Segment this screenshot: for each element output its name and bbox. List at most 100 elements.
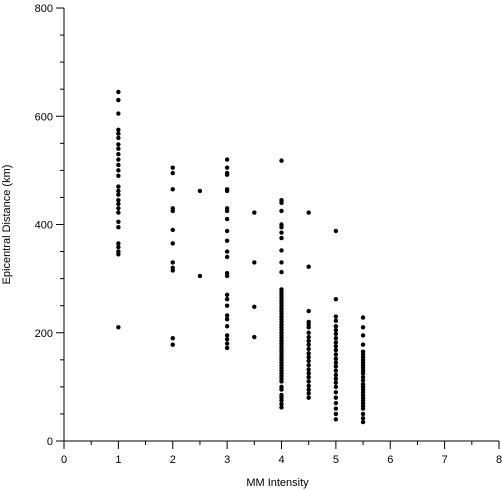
data-point bbox=[360, 315, 366, 320]
data-point bbox=[333, 344, 339, 349]
data-point bbox=[333, 331, 339, 337]
data-point bbox=[333, 360, 339, 365]
data-point bbox=[306, 379, 311, 384]
data-point bbox=[224, 292, 230, 298]
data-point bbox=[360, 416, 366, 421]
data-point bbox=[333, 395, 339, 400]
data-point bbox=[224, 228, 230, 234]
data-point bbox=[116, 241, 121, 246]
data-point bbox=[224, 273, 230, 279]
data-point bbox=[279, 230, 284, 235]
data-point bbox=[224, 324, 230, 329]
data-point bbox=[224, 208, 230, 214]
data-point bbox=[116, 184, 121, 189]
data-point bbox=[116, 201, 121, 207]
data-point bbox=[170, 165, 175, 170]
data-point bbox=[333, 228, 339, 234]
data-point bbox=[306, 354, 311, 360]
data-point bbox=[333, 411, 339, 417]
data-point bbox=[170, 170, 175, 176]
data-point bbox=[306, 374, 311, 380]
data-point bbox=[306, 325, 311, 330]
data-point bbox=[306, 334, 311, 340]
y-tick-label: 200 bbox=[35, 328, 53, 340]
y-tick-label: 0 bbox=[47, 436, 53, 448]
data-point bbox=[360, 333, 366, 338]
data-point bbox=[116, 197, 121, 203]
data-point bbox=[306, 351, 311, 356]
data-point bbox=[116, 146, 121, 151]
x-tick-label: 3 bbox=[224, 454, 230, 466]
data-point bbox=[360, 378, 366, 383]
data-point bbox=[224, 238, 230, 243]
data-point bbox=[279, 158, 284, 163]
y-axis: 0 200 400 600 800 bbox=[35, 3, 64, 448]
data-point bbox=[279, 269, 284, 275]
data-point bbox=[116, 192, 121, 197]
data-point bbox=[279, 401, 284, 407]
data-point bbox=[279, 387, 284, 392]
data-point bbox=[170, 335, 175, 341]
data-point bbox=[333, 335, 339, 341]
data-point bbox=[224, 188, 230, 194]
data-point bbox=[116, 89, 121, 95]
data-point bbox=[333, 327, 339, 333]
data-point bbox=[116, 157, 121, 162]
x-tick-label: 8 bbox=[496, 454, 502, 466]
data-point bbox=[170, 268, 175, 273]
data-point bbox=[333, 417, 339, 422]
data-point bbox=[333, 340, 339, 345]
data-point bbox=[333, 390, 339, 395]
x-tick-label: 7 bbox=[442, 454, 448, 466]
x-axis-title: MM Intensity bbox=[246, 477, 309, 489]
data-point bbox=[170, 187, 175, 192]
data-point bbox=[224, 313, 230, 318]
data-point bbox=[116, 225, 121, 230]
data-point bbox=[333, 364, 339, 369]
y-tick-label: 800 bbox=[35, 3, 53, 15]
data-point bbox=[116, 219, 121, 224]
data-point bbox=[279, 200, 284, 206]
data-point bbox=[116, 162, 121, 168]
data-point bbox=[224, 254, 230, 260]
data-point bbox=[224, 165, 230, 170]
x-axis: 0 1 2 3 4 5 6 7 8 bbox=[61, 441, 502, 466]
data-point bbox=[116, 168, 121, 173]
data-point bbox=[252, 260, 257, 265]
data-point bbox=[333, 347, 339, 353]
data-point bbox=[224, 345, 230, 351]
data-point bbox=[116, 135, 121, 141]
data-point bbox=[306, 358, 311, 364]
data-point bbox=[306, 346, 311, 352]
data-point bbox=[252, 304, 257, 309]
data-point bbox=[333, 372, 339, 378]
data-point bbox=[224, 249, 230, 254]
x-tick-label: 4 bbox=[278, 454, 284, 466]
data-point bbox=[333, 376, 339, 381]
data-point bbox=[360, 371, 366, 376]
data-point bbox=[306, 363, 311, 368]
y-tick-label: 400 bbox=[35, 220, 53, 232]
data-point bbox=[116, 173, 121, 178]
x-tick-label: 6 bbox=[387, 454, 393, 466]
data-point bbox=[116, 210, 121, 215]
data-point bbox=[116, 131, 121, 136]
data-point bbox=[306, 391, 311, 396]
data-point bbox=[306, 395, 311, 400]
data-point bbox=[306, 371, 311, 376]
data-point bbox=[333, 368, 339, 373]
data-point bbox=[306, 367, 311, 372]
data-point bbox=[224, 317, 230, 322]
data-point bbox=[224, 296, 230, 302]
data-point bbox=[360, 419, 366, 425]
data-point bbox=[360, 342, 366, 347]
data-point bbox=[306, 387, 311, 392]
data-point bbox=[224, 333, 230, 338]
data-point bbox=[306, 330, 311, 335]
data-point bbox=[306, 210, 311, 215]
data-point bbox=[333, 318, 339, 324]
data-point bbox=[333, 324, 339, 329]
y-tick-label: 600 bbox=[35, 111, 53, 123]
data-point bbox=[224, 303, 230, 308]
data-point bbox=[116, 142, 121, 147]
